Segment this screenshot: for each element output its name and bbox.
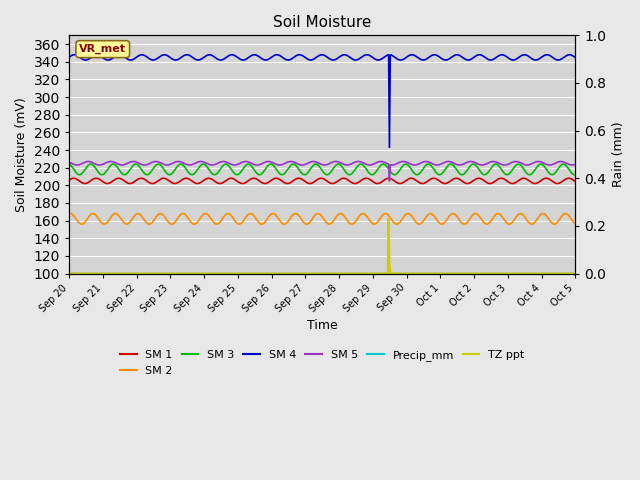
- Precip_mm: [572, 270, 579, 276]
- SM 4: [364, 52, 372, 58]
- SM 5: [364, 162, 371, 168]
- TZ ppt: [385, 216, 392, 222]
- SM 3: [65, 161, 73, 167]
- SM 2: [447, 211, 455, 217]
- Precip_mm: [403, 270, 411, 276]
- SM 4: [572, 55, 579, 60]
- Line: SM 5: SM 5: [69, 161, 575, 181]
- SM 2: [364, 216, 372, 221]
- X-axis label: Time: Time: [307, 319, 338, 332]
- Y-axis label: Rain (mm): Rain (mm): [612, 121, 625, 187]
- Precip_mm: [195, 270, 203, 276]
- SM 5: [422, 158, 429, 164]
- SM 1: [419, 180, 426, 186]
- SM 5: [195, 159, 203, 165]
- TZ ppt: [572, 271, 579, 276]
- SM 2: [404, 211, 412, 216]
- SM 4: [386, 144, 394, 150]
- SM 3: [364, 169, 372, 175]
- Precip_mm: [447, 270, 454, 276]
- SM 3: [244, 161, 252, 167]
- Line: SM 3: SM 3: [69, 164, 575, 175]
- SM 2: [65, 211, 73, 217]
- Line: SM 2: SM 2: [69, 214, 575, 224]
- SM 3: [195, 164, 203, 170]
- SM 1: [156, 177, 163, 183]
- Title: Soil Moisture: Soil Moisture: [273, 15, 371, 30]
- SM 4: [65, 54, 73, 60]
- SM 5: [155, 159, 163, 165]
- SM 4: [295, 52, 303, 58]
- SM 4: [205, 52, 213, 58]
- Line: SM 4: SM 4: [69, 55, 575, 147]
- TZ ppt: [404, 271, 412, 276]
- Precip_mm: [294, 270, 302, 276]
- Text: VR_met: VR_met: [79, 44, 126, 54]
- SM 3: [571, 172, 579, 178]
- Line: TZ ppt: TZ ppt: [69, 219, 575, 274]
- SM 3: [447, 161, 455, 167]
- SM 1: [92, 175, 100, 181]
- SM 1: [404, 176, 412, 182]
- SM 2: [196, 216, 204, 221]
- SM 5: [404, 160, 412, 166]
- Line: SM 1: SM 1: [69, 178, 575, 183]
- SM 1: [196, 180, 204, 186]
- TZ ppt: [195, 271, 203, 276]
- SM 4: [155, 55, 163, 60]
- SM 3: [404, 162, 412, 168]
- TZ ppt: [155, 271, 163, 276]
- Precip_mm: [155, 270, 163, 276]
- SM 3: [155, 161, 163, 167]
- Legend: SM 1, SM 2, SM 3, SM 4, SM 5, Precip_mm, TZ ppt: SM 1, SM 2, SM 3, SM 4, SM 5, Precip_mm,…: [115, 346, 529, 380]
- SM 2: [572, 221, 579, 227]
- Y-axis label: Soil Moisture (mV): Soil Moisture (mV): [15, 97, 28, 212]
- SM 4: [195, 57, 203, 63]
- SM 4: [448, 54, 456, 60]
- Precip_mm: [364, 270, 371, 276]
- TZ ppt: [364, 271, 371, 276]
- SM 3: [572, 172, 579, 178]
- SM 1: [364, 176, 372, 181]
- TZ ppt: [447, 271, 455, 276]
- SM 1: [65, 177, 73, 183]
- SM 1: [448, 177, 456, 183]
- SM 1: [572, 179, 579, 184]
- SM 2: [155, 211, 163, 217]
- SM 5: [572, 161, 579, 167]
- Precip_mm: [65, 270, 73, 276]
- SM 5: [294, 161, 302, 167]
- SM 2: [516, 211, 524, 216]
- TZ ppt: [65, 271, 73, 276]
- SM 3: [295, 167, 303, 172]
- SM 5: [448, 159, 456, 165]
- SM 2: [295, 213, 303, 219]
- SM 2: [190, 221, 198, 227]
- TZ ppt: [294, 271, 302, 276]
- SM 5: [386, 178, 394, 184]
- SM 4: [405, 53, 413, 59]
- SM 1: [295, 175, 303, 181]
- SM 5: [65, 159, 73, 165]
